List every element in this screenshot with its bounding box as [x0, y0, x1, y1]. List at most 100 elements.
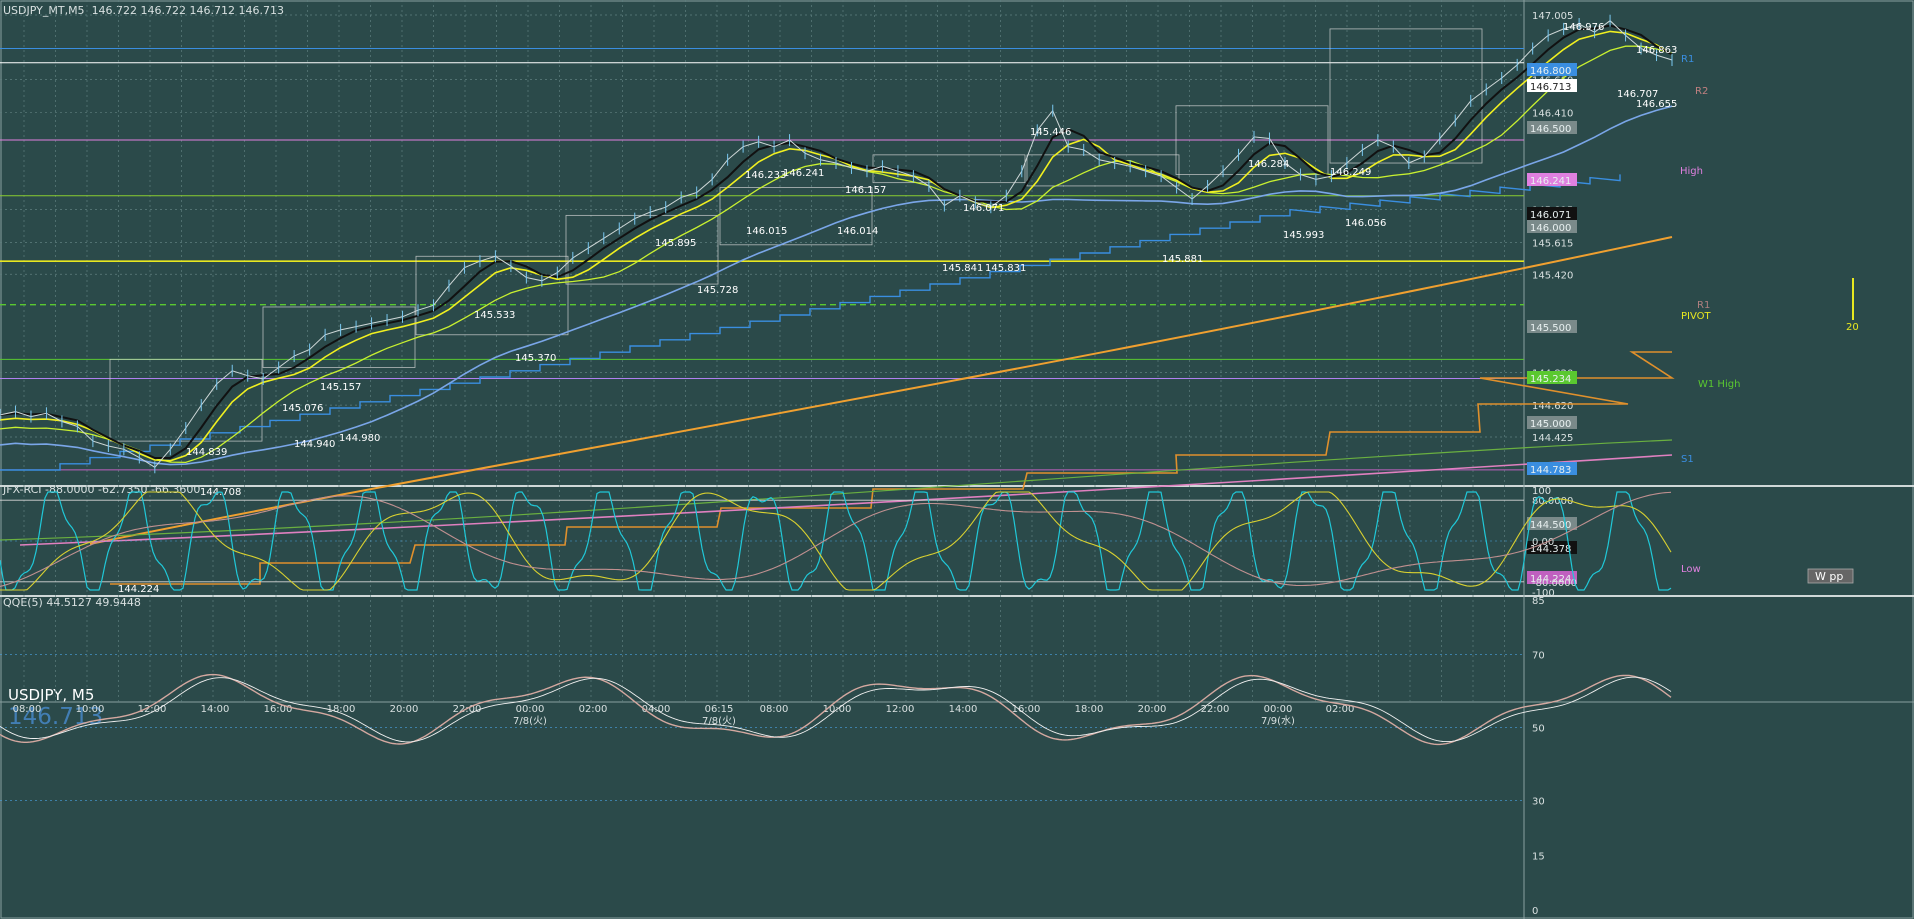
price-annotation: 145.533 — [474, 310, 515, 321]
price-annotation: 146.233 — [745, 170, 786, 181]
rci-tick-label: 0.00 — [1532, 537, 1554, 548]
trend-line-orange — [89, 236, 1673, 545]
session-box — [719, 187, 873, 246]
price-annotation: 145.993 — [1283, 230, 1324, 241]
price-annotation: 146.071 — [963, 203, 1004, 214]
level-label: PIVOT — [1681, 311, 1712, 322]
level-label: R1 — [1697, 300, 1710, 311]
price-annotation: 145.841 — [942, 263, 983, 274]
price-annotation: 146.014 — [837, 226, 878, 237]
price-tag — [1527, 416, 1577, 429]
price-tag-label: 146.071 — [1530, 210, 1571, 221]
session-box — [109, 358, 263, 442]
level-label: Low — [1681, 564, 1701, 575]
level-label: R1 — [1681, 54, 1694, 65]
session-box — [262, 306, 416, 368]
y-tick-label: 147.005 — [1532, 11, 1573, 22]
x-tick-label: 20:00 — [390, 704, 419, 715]
x-tick-label: 12:00 — [886, 704, 915, 715]
x-tick-label: 02:00 — [1326, 704, 1355, 715]
price-annotation: 145.370 — [515, 353, 556, 364]
trend-line-pink — [19, 454, 1673, 546]
price-annotation: 146.157 — [845, 185, 886, 196]
session-box — [1329, 28, 1483, 164]
price-tag-label: 146.713 — [1530, 82, 1571, 93]
qqe-title: QQE(5) 44.5127 49.9448 — [3, 596, 141, 609]
x-tick-label: 22:00 — [1201, 704, 1230, 715]
chart-info-header: USDJPY_MT,M5 146.722 146.722 146.712 146… — [3, 4, 284, 17]
price-annotation: 146.241 — [783, 168, 824, 179]
step-line-orange — [110, 351, 1675, 585]
price-annotation: 146.655 — [1636, 99, 1677, 110]
overlay-price: 146.713 — [8, 704, 104, 730]
wpp-label: W pp — [1815, 570, 1843, 583]
price-tag — [1527, 173, 1577, 186]
qqe-tick-label: 15 — [1532, 851, 1545, 862]
level-label: S1 — [1681, 454, 1694, 465]
price-tag-label: 144.783 — [1530, 465, 1571, 476]
level-label: R2 — [1695, 86, 1708, 97]
price-annotation: 145.076 — [282, 403, 323, 414]
rci-tick-label: -100 — [1532, 588, 1555, 599]
x-tick-label: 14:00 — [949, 704, 978, 715]
price-tag-label: 144.378 — [1530, 544, 1571, 555]
price-tag — [1527, 121, 1577, 134]
ema-mid-line — [0, 45, 1673, 464]
price-tag — [1527, 207, 1577, 220]
price-annotation: 145.831 — [985, 263, 1026, 274]
session-box — [1026, 154, 1180, 187]
price-tag-label: 146.000 — [1530, 223, 1571, 234]
rci-tick-label: 80.0000 — [1532, 496, 1573, 507]
rci-tick-label: -80.0000 — [1532, 578, 1577, 589]
x-tick-label: 20:00 — [1138, 704, 1167, 715]
price-tag — [1527, 79, 1577, 92]
price-tag — [1527, 571, 1577, 584]
x-tick-label: 18:00 — [1075, 704, 1104, 715]
x-tick-label: 14:00 — [201, 704, 230, 715]
price-annotation: 144.224 — [118, 584, 159, 595]
x-tick-label: 16:00 — [264, 704, 293, 715]
price-annotation: 144.940 — [294, 439, 335, 450]
price-tag — [1527, 541, 1577, 554]
qqe-tick-label: 85 — [1532, 596, 1545, 607]
qqe-tick-label: 0 — [1532, 906, 1538, 917]
price-annotation: 144.980 — [339, 433, 380, 444]
price-annotation: 145.157 — [320, 382, 361, 393]
price-tag — [1527, 320, 1577, 333]
session-box — [1175, 105, 1329, 175]
rci-tick-label: 100 — [1532, 486, 1551, 497]
rci-slow-line — [0, 491, 1672, 588]
overlay-symbol: USDJPY, M5 — [8, 686, 95, 704]
session-box — [415, 255, 569, 336]
price-annotation: 146.707 — [1617, 89, 1658, 100]
price-tag — [1527, 63, 1577, 76]
wpp-count: 20 — [1846, 322, 1859, 333]
x-tick-label: 12:00 — [138, 704, 167, 715]
x-tick-label: 08:00 — [13, 704, 42, 715]
x-tick-label: 08:00 — [760, 704, 789, 715]
wpp-box — [1807, 568, 1854, 584]
y-tick-label: 146.410 — [1532, 108, 1573, 119]
price-annotation: 145.895 — [655, 238, 696, 249]
price-tag — [1527, 220, 1577, 233]
x-tick-label: 00:00 — [1264, 704, 1293, 715]
x-tick-label: 00:00 — [516, 704, 545, 715]
qqe-tick-label: 50 — [1532, 724, 1545, 735]
trend-line-green — [0, 439, 1673, 541]
price-annotation: 144.839 — [186, 447, 227, 458]
price-annotation: 145.728 — [697, 285, 738, 296]
x-date-label: 7/9(水) — [1261, 715, 1295, 727]
ohlc-header: 146.722 146.722 146.712 146.713 — [91, 4, 285, 17]
price-tag-label: 145.500 — [1530, 323, 1571, 334]
ema-fast-line — [0, 30, 1673, 462]
qqe-main-line — [0, 673, 1672, 746]
level-label: High — [1680, 166, 1703, 177]
price-annotation: 146.863 — [1636, 45, 1677, 56]
price-tag — [1527, 371, 1577, 384]
x-tick-label: 02:00 — [579, 704, 608, 715]
price-annotation: 146.284 — [1248, 159, 1289, 170]
price-tag-label: 145.000 — [1530, 419, 1571, 430]
price-tag-label: 146.800 — [1530, 66, 1571, 77]
